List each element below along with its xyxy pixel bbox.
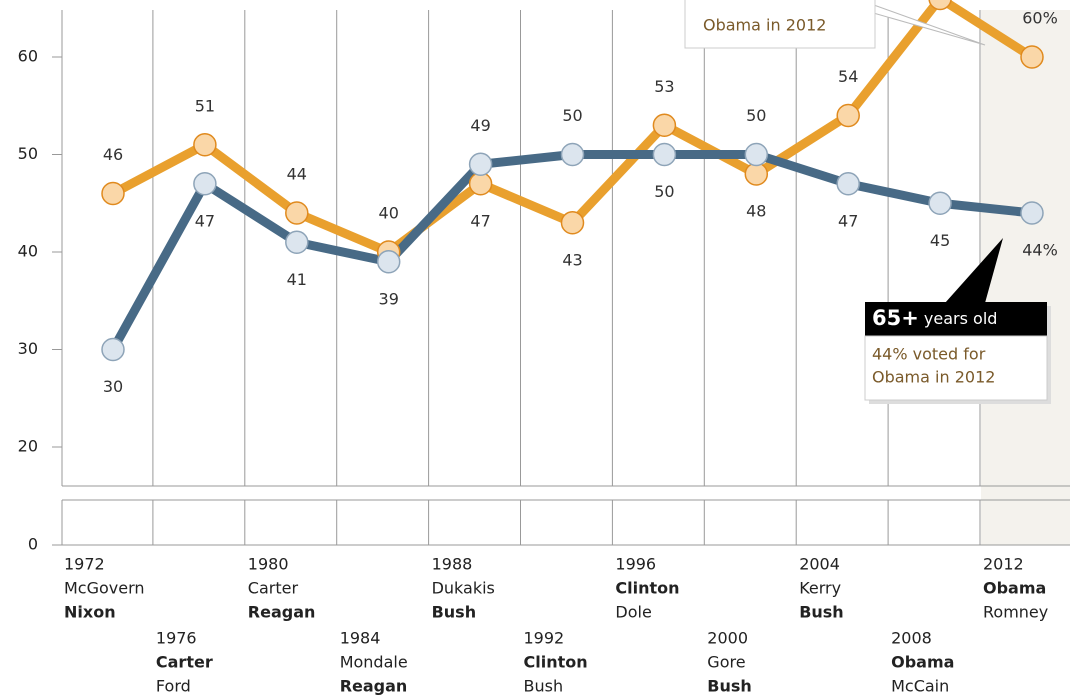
x-tick-label: 2000 (707, 629, 748, 648)
point (193, 133, 217, 157)
y-tick-label: 20 (18, 437, 38, 456)
winner-name: Nixon (64, 603, 116, 622)
data-label: 50 (746, 106, 766, 125)
data-label: 45 (930, 231, 950, 250)
winner-name: Obama (983, 579, 1046, 598)
callout-header (865, 302, 1047, 336)
data-label: 47 (838, 211, 858, 230)
data-label: 30 (103, 377, 123, 396)
callout-text: 44% voted for (872, 345, 986, 364)
candidate-name: McGovern (64, 579, 145, 598)
point (744, 162, 769, 186)
callout-box (684, 0, 876, 49)
y-tick-label: 40 (18, 242, 38, 261)
callout-header-rest: years old (924, 309, 998, 328)
winner-name: Reagan (248, 603, 316, 622)
data-label: 44 (287, 165, 307, 184)
data-label: 41 (287, 270, 307, 289)
winner-name: Clinton (524, 653, 588, 672)
data-label: 40 (379, 204, 399, 223)
point (285, 230, 309, 254)
candidate-name: Dole (615, 603, 651, 622)
winner-name: Bush (432, 603, 477, 622)
callout-pointer (945, 238, 1003, 303)
winner-name: Reagan (340, 677, 408, 696)
data-label: 60% (1022, 9, 1058, 28)
y-tick-label: 60 (18, 47, 38, 66)
x-tick-label: 1992 (524, 629, 565, 648)
data-label: 49 (470, 116, 490, 135)
data-label: 43 (562, 250, 582, 269)
point (376, 250, 401, 274)
candidate-name: McCain (891, 677, 949, 696)
callout-header-bold: 65+ (872, 306, 919, 330)
point (836, 172, 860, 196)
point (836, 103, 860, 128)
candidate-name: Bush (524, 677, 564, 696)
data-label: 44% (1022, 241, 1058, 260)
y-tick-label: 30 (18, 339, 38, 358)
x-tick-label: 2012 (983, 555, 1024, 574)
candidate-name: Kerry (799, 579, 841, 598)
point (1020, 45, 1044, 69)
point (652, 142, 677, 167)
highlight-column (981, 10, 1070, 545)
point (928, 191, 952, 215)
x-tick-label: 2008 (891, 629, 932, 648)
winner-name: Carter (156, 653, 213, 672)
x-tick-label: 1988 (432, 555, 473, 574)
callout-header-text: 65+ years old (872, 306, 997, 330)
x-tick-label: 1980 (248, 555, 289, 574)
data-label: 54 (838, 67, 858, 86)
candidate-name: Gore (707, 653, 745, 672)
candidate-name: Mondale (340, 653, 408, 672)
point (560, 211, 585, 235)
data-label: 39 (379, 289, 399, 308)
callout-text: Obama in 2012 (872, 368, 995, 387)
callout-box (864, 335, 1048, 401)
point (101, 181, 125, 206)
x-tick-label: 1984 (340, 629, 381, 648)
winner-name: Obama (891, 653, 954, 672)
winner-name: Clinton (615, 579, 679, 598)
x-tick-label: 1972 (64, 555, 105, 574)
point (1020, 201, 1044, 225)
candidate-name: Dukakis (432, 579, 495, 598)
point (652, 113, 677, 137)
point (928, 0, 952, 11)
y-tick-label: 50 (18, 144, 38, 163)
point (285, 201, 309, 225)
candidate-name: Ford (156, 677, 191, 696)
x-tick-label: 1996 (615, 555, 656, 574)
point (101, 337, 125, 362)
candidate-name: Carter (248, 579, 299, 598)
data-label: 47 (195, 211, 215, 230)
point (560, 142, 585, 167)
point (193, 172, 217, 196)
x-tick-label: 1976 (156, 629, 197, 648)
data-label: 51 (195, 96, 215, 115)
winner-name: Bush (707, 677, 752, 696)
data-label: 47 (470, 211, 490, 230)
winner-name: Bush (799, 603, 844, 622)
data-label: 53 (654, 77, 674, 96)
data-label: 48 (746, 202, 766, 221)
data-label: 50 (562, 106, 582, 125)
data-label: 46 (103, 145, 123, 164)
point (468, 152, 493, 176)
data-label: 50 (654, 182, 674, 201)
callout-text: Obama in 2012 (703, 16, 826, 35)
candidate-name: Romney (983, 603, 1048, 622)
x-tick-label: 2004 (799, 555, 840, 574)
y-tick-label: 0 (28, 535, 38, 554)
point (468, 172, 493, 196)
point (744, 142, 769, 167)
callout-pointer (859, 0, 986, 46)
